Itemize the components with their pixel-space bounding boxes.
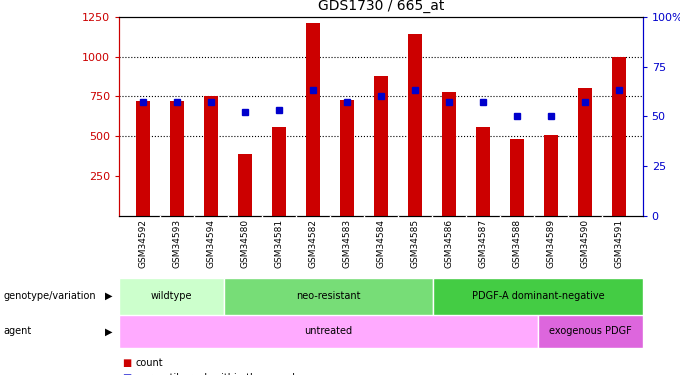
- Bar: [408, 34, 422, 216]
- Text: genotype/variation: genotype/variation: [3, 291, 96, 301]
- Bar: [510, 139, 524, 216]
- Text: GSM34584: GSM34584: [376, 219, 386, 268]
- Text: ▶: ▶: [105, 327, 113, 336]
- Text: GSM34592: GSM34592: [138, 219, 148, 268]
- Bar: [119, 278, 224, 315]
- Text: GSM34582: GSM34582: [308, 219, 318, 268]
- Text: GSM34589: GSM34589: [546, 219, 556, 268]
- Text: percentile rank within the sample: percentile rank within the sample: [136, 373, 301, 375]
- Bar: [119, 315, 538, 348]
- Text: neo-resistant: neo-resistant: [296, 291, 360, 301]
- Bar: [612, 57, 626, 216]
- Bar: [238, 154, 252, 216]
- Bar: [204, 96, 218, 216]
- Text: exogenous PDGF: exogenous PDGF: [549, 327, 632, 336]
- Text: untreated: untreated: [305, 327, 352, 336]
- Bar: [224, 278, 433, 315]
- Bar: [442, 92, 456, 216]
- Text: ■: ■: [122, 358, 132, 368]
- Bar: [306, 23, 320, 216]
- Text: PDGF-A dominant-negative: PDGF-A dominant-negative: [471, 291, 605, 301]
- Bar: [544, 135, 558, 216]
- Text: GSM34593: GSM34593: [172, 219, 182, 268]
- Bar: [578, 88, 592, 216]
- Bar: [374, 76, 388, 216]
- Text: agent: agent: [3, 327, 32, 336]
- Text: ■: ■: [122, 373, 132, 375]
- Bar: [136, 101, 150, 216]
- Bar: [476, 128, 490, 216]
- Text: wildtype: wildtype: [150, 291, 192, 301]
- Text: GSM34590: GSM34590: [580, 219, 590, 268]
- Text: GSM34594: GSM34594: [206, 219, 216, 268]
- Text: GSM34587: GSM34587: [478, 219, 488, 268]
- Bar: [340, 99, 354, 216]
- Bar: [433, 278, 643, 315]
- Bar: [272, 127, 286, 216]
- Text: ▶: ▶: [105, 291, 113, 301]
- Text: GSM34580: GSM34580: [240, 219, 250, 268]
- Bar: [538, 315, 643, 348]
- Title: GDS1730 / 665_at: GDS1730 / 665_at: [318, 0, 444, 13]
- Text: GSM34583: GSM34583: [342, 219, 352, 268]
- Text: GSM34586: GSM34586: [444, 219, 454, 268]
- Text: GSM34588: GSM34588: [512, 219, 522, 268]
- Text: GSM34581: GSM34581: [274, 219, 284, 268]
- Bar: [170, 101, 184, 216]
- Text: GSM34585: GSM34585: [410, 219, 420, 268]
- Text: count: count: [136, 358, 164, 368]
- Text: GSM34591: GSM34591: [614, 219, 624, 268]
